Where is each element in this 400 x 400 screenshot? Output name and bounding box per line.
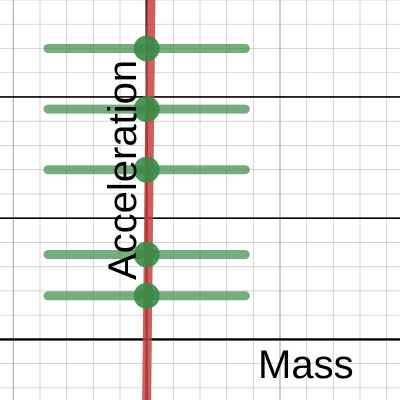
y-axis-label: Acceleration (101, 60, 145, 280)
fit-line (142, 0, 156, 400)
data-point (133, 282, 160, 309)
data-point (133, 96, 160, 123)
data-point (133, 35, 160, 62)
x-axis-label: Mass (258, 343, 354, 387)
data-points (133, 35, 160, 309)
data-point (133, 156, 160, 183)
data-point (133, 241, 160, 268)
fit-line-group (142, 0, 156, 400)
